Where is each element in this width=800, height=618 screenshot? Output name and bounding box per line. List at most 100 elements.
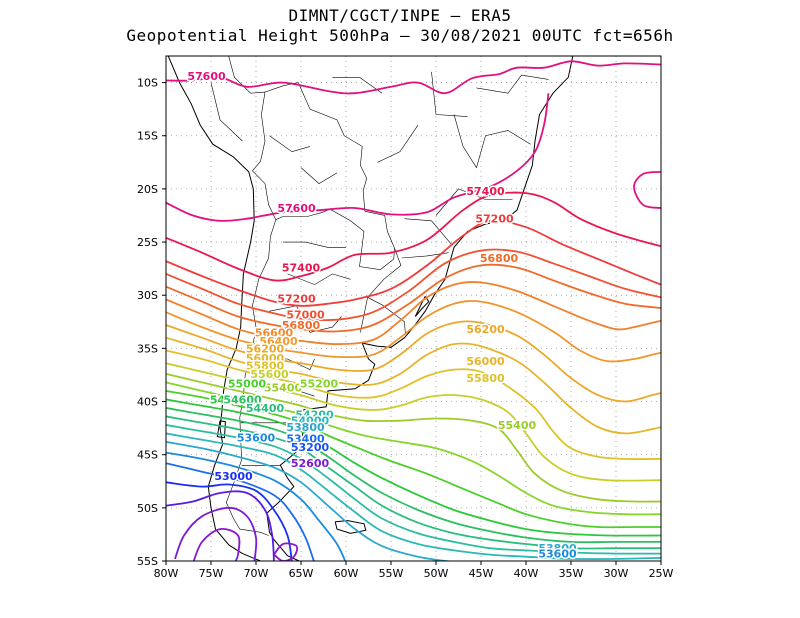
- contour-label: 57400: [282, 262, 321, 275]
- contour-label: 56200: [466, 323, 505, 336]
- contour-label: 54600: [223, 393, 262, 406]
- contour-line: [166, 390, 661, 529]
- border-line: [332, 77, 383, 94]
- contour-line: [166, 320, 661, 403]
- contour-label: 55600: [250, 368, 289, 381]
- border-line: [287, 273, 351, 285]
- map-frame: [165, 55, 662, 562]
- y-tick-label: 55S: [137, 555, 158, 568]
- x-tick-label: 75W: [199, 567, 224, 580]
- coastline: [167, 56, 288, 561]
- contour-line: [166, 432, 661, 560]
- contour-line: [166, 60, 661, 95]
- x-tick-label: 30W: [604, 567, 629, 580]
- contour-label: 57600: [277, 202, 316, 215]
- contour-label: 53400: [286, 433, 325, 446]
- contour-label: 53200: [291, 441, 330, 454]
- y-tick-label: 40S: [137, 396, 158, 409]
- contour-label: 57400: [466, 185, 505, 198]
- border-line: [431, 71, 468, 117]
- contour-label: 55400: [264, 382, 303, 395]
- x-tick-label: 25W: [649, 567, 674, 580]
- latitude-ticks: 10S 15S 20S 25S 30S 35S 40S 45S 50S 55S: [137, 77, 166, 568]
- coastline: [266, 56, 574, 561]
- contour-label: 53600: [237, 432, 276, 445]
- border-line: [210, 82, 243, 142]
- contour-label: 53000: [214, 470, 253, 483]
- map-title-line1: DIMNT/CGCT/INPE — ERA5: [288, 6, 512, 25]
- contour-label: 54400: [246, 402, 285, 415]
- border-line: [435, 188, 513, 216]
- contour-label: 56000: [466, 355, 505, 368]
- contour-lines: [166, 60, 661, 561]
- y-tick-label: 35S: [137, 342, 158, 355]
- contour-line: [166, 462, 315, 561]
- y-tick-label: 30S: [137, 289, 158, 302]
- coastline: [216, 420, 226, 439]
- contour-label: 56400: [259, 335, 298, 348]
- contour-line: [166, 490, 275, 561]
- contour-line: [166, 451, 347, 561]
- border-line: [252, 170, 395, 271]
- x-tick-label: 60W: [334, 567, 359, 580]
- contour-label: 52600: [291, 457, 330, 470]
- border-line: [252, 82, 368, 192]
- contour-label: 56800: [480, 252, 519, 265]
- contour-line: [166, 191, 661, 282]
- contour-line: [633, 171, 661, 209]
- contour-line: [166, 263, 661, 333]
- y-tick-label: 10S: [137, 77, 158, 90]
- contour-label: 57200: [277, 292, 316, 305]
- x-tick-label: 65W: [289, 567, 314, 580]
- contour-line: [166, 219, 661, 307]
- contour-line: [166, 93, 550, 222]
- contour-labels: 5760057600574005740057200572005700056800…: [186, 69, 579, 562]
- coastline: [334, 520, 367, 534]
- contour-label: 53800: [286, 421, 325, 434]
- border-line: [404, 218, 452, 245]
- contour-label: 53800: [538, 542, 577, 555]
- border-line: [269, 305, 342, 333]
- longitude-ticks: 80W 75W 70W 65W 60W 55W 50W 45W 40W 35W 30W 25W: [154, 561, 674, 580]
- contour-line: [166, 441, 453, 561]
- contour-line: [166, 248, 661, 322]
- contour-label: 55000: [228, 378, 267, 391]
- contour-label: 55200: [300, 378, 339, 391]
- x-tick-label: 50W: [424, 567, 449, 580]
- contour-label: 54000: [291, 415, 330, 428]
- contour-label: 57200: [475, 213, 514, 226]
- contour-line: [166, 336, 661, 435]
- contour-line: [192, 527, 241, 561]
- contour-line: [166, 398, 661, 537]
- contour-line: [166, 381, 661, 516]
- contour-label: 53600: [538, 548, 577, 561]
- contour-line: [166, 373, 661, 503]
- border-line: [367, 297, 406, 335]
- map-title-line2: Geopotential Height 500hPa — 30/08/2021 …: [126, 26, 674, 45]
- x-tick-label: 55W: [379, 567, 404, 580]
- contour-label: 56000: [246, 352, 285, 365]
- border-line: [367, 248, 402, 298]
- border-line: [300, 167, 338, 184]
- border-line: [453, 114, 531, 169]
- y-tick-label: 45S: [137, 449, 158, 462]
- border-line: [377, 124, 419, 163]
- border-line: [269, 135, 311, 153]
- contour-line: [166, 407, 661, 544]
- x-tick-label: 45W: [469, 567, 494, 580]
- contour-label: 54200: [295, 408, 334, 421]
- contour-line: [166, 362, 661, 482]
- contour-line: [166, 281, 661, 346]
- contour-label: 56800: [282, 319, 321, 332]
- contour-line: [166, 349, 661, 460]
- x-tick-label: 80W: [154, 567, 179, 580]
- contour-line: [166, 424, 661, 555]
- contour-line: [166, 481, 293, 561]
- x-tick-label: 40W: [514, 567, 539, 580]
- contour-label: 56600: [255, 326, 294, 339]
- contour-line: [166, 415, 661, 550]
- contour-label: 55800: [246, 359, 285, 372]
- contour-label: 55800: [466, 372, 505, 385]
- contour-label: 55400: [498, 419, 537, 432]
